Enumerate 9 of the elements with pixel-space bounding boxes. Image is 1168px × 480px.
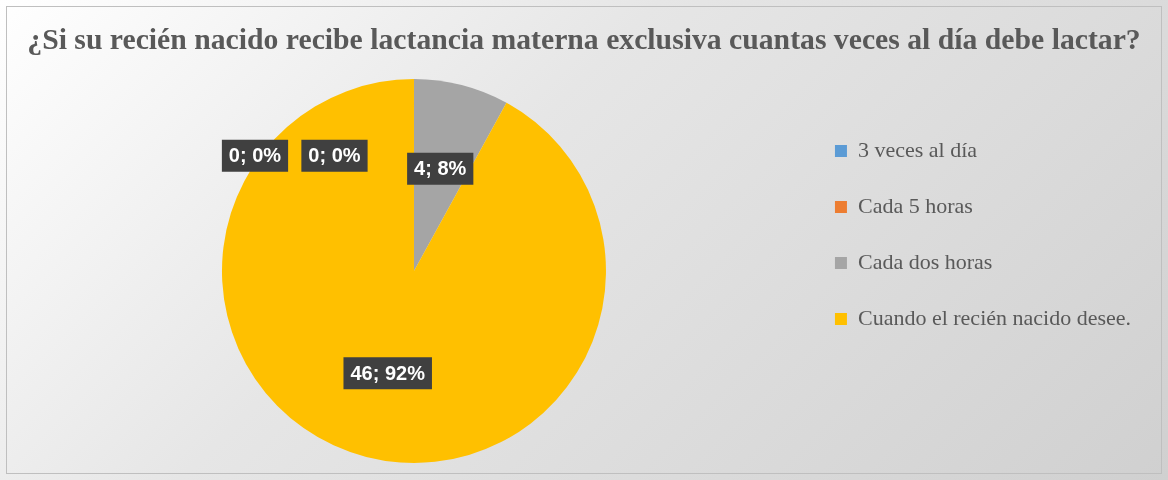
data-label: 46; 92% bbox=[350, 361, 426, 384]
text: 0; 0% bbox=[228, 144, 282, 167]
legend-label: 3 veces al día bbox=[857, 136, 978, 162]
legend-label: Cada dos horas bbox=[857, 248, 993, 274]
chart-title: ¿Si su recién nacido recibe lactancia materna exclusiva cuantas veces al día debe lactar? bbox=[27, 21, 1141, 55]
data-label: 4; 8% bbox=[414, 157, 467, 180]
text: 0; 0% bbox=[308, 144, 361, 167]
legend-label: Cada 5 horas bbox=[857, 192, 973, 218]
legend-label: Cuando el recién nacido desee. bbox=[857, 304, 1131, 330]
